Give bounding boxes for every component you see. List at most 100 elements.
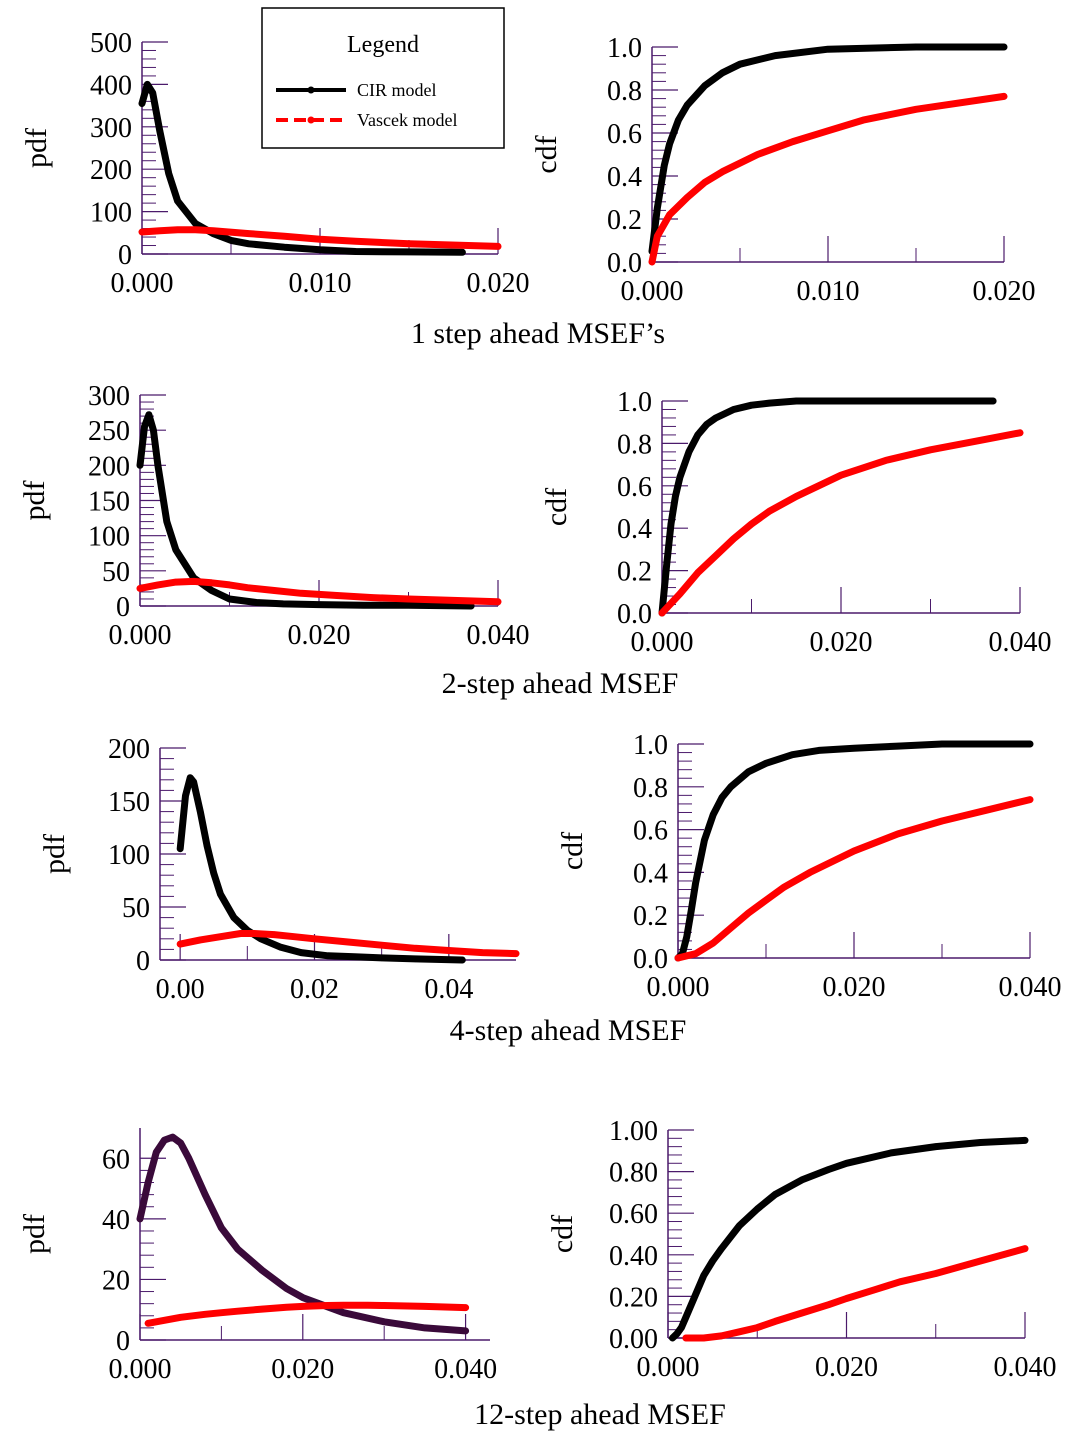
y-tick-label: 0.2 bbox=[617, 557, 652, 588]
data-point-vascek bbox=[938, 817, 946, 825]
data-point-cir bbox=[360, 602, 367, 609]
data-point-vascek bbox=[850, 847, 858, 855]
data-point-vascek bbox=[412, 945, 419, 952]
row-label-2-step: 2-step ahead MSEF bbox=[442, 667, 679, 700]
y-tick-label: 0.2 bbox=[633, 901, 668, 932]
y-tick-label: 50 bbox=[102, 557, 130, 588]
data-point-cir bbox=[718, 1245, 725, 1252]
chart-panel-6: 0.0 0.2 0.4 0.6 0.8 1.0 0.000 0.020 0.040 cdf bbox=[556, 730, 1062, 1003]
data-point-cir bbox=[824, 46, 832, 53]
data-point-cir bbox=[654, 205, 661, 212]
series-line-cir bbox=[669, 1136, 1029, 1342]
data-point-cir bbox=[669, 1334, 676, 1342]
data-point-cir bbox=[177, 1139, 184, 1147]
y-tick-label: 0 bbox=[116, 592, 130, 623]
data-point-cir bbox=[201, 1191, 209, 1198]
y-axis-label: pdf bbox=[18, 481, 51, 521]
data-point-cir bbox=[280, 600, 287, 608]
y-tick-label: 300 bbox=[90, 113, 132, 144]
y-tick-label: 0.8 bbox=[617, 429, 652, 460]
legend-vascek-marker bbox=[307, 116, 315, 124]
data-point-vascek bbox=[1000, 93, 1008, 100]
y-tick-label: 100 bbox=[108, 840, 150, 871]
data-point-cir bbox=[688, 907, 695, 915]
data-point-vascek bbox=[806, 869, 814, 876]
chart-panel-3: 0 50 100 150 200 250 300 0.000 0.020 0.040 pdf bbox=[18, 381, 530, 651]
y-tick-label: 0.6 bbox=[633, 816, 668, 847]
data-point-vascek bbox=[932, 1270, 939, 1277]
x-tick-label: 0.000 bbox=[111, 268, 174, 299]
data-point-cir bbox=[253, 599, 260, 606]
data-point-cir bbox=[459, 956, 466, 964]
data-point-cir bbox=[203, 842, 211, 849]
y-axis-label: cdf bbox=[546, 1215, 579, 1253]
data-point-vascek bbox=[192, 226, 199, 233]
x-tick-label: 0.010 bbox=[797, 276, 860, 307]
data-point-vascek bbox=[177, 1314, 184, 1321]
data-point-vascek bbox=[479, 949, 486, 956]
data-point-vascek bbox=[694, 569, 701, 576]
data-point-cir bbox=[421, 1324, 429, 1332]
data-point-cir bbox=[894, 742, 902, 750]
legend: Legend CIR model Vascek model bbox=[261, 7, 505, 149]
y-tick-label: 0.60 bbox=[609, 1199, 658, 1230]
data-point-cir bbox=[150, 427, 157, 434]
data-point-vascek bbox=[258, 1305, 266, 1313]
data-point-cir bbox=[825, 1166, 832, 1173]
data-point-cir bbox=[837, 397, 845, 405]
data-point-cir bbox=[217, 891, 224, 898]
data-point-cir bbox=[405, 602, 412, 609]
data-point-vascek bbox=[712, 552, 719, 559]
data-point-cir bbox=[185, 1155, 192, 1162]
data-point-cir bbox=[1021, 1137, 1029, 1144]
data-point-cir bbox=[736, 1222, 743, 1229]
series-line-vascek bbox=[682, 1245, 1029, 1342]
data-point-cir bbox=[197, 808, 204, 815]
data-point-vascek bbox=[172, 578, 179, 586]
data-point-cir bbox=[405, 248, 413, 256]
data-point-cir bbox=[685, 448, 693, 456]
data-point-vascek bbox=[190, 578, 197, 585]
y-tick-label: 500 bbox=[90, 28, 132, 59]
x-tick-label: 0.000 bbox=[621, 276, 684, 307]
data-point-cir bbox=[691, 1293, 698, 1300]
data-point-vascek bbox=[745, 909, 752, 917]
x-tick-label: 0.040 bbox=[994, 1352, 1057, 1383]
series-line-vascek bbox=[176, 930, 520, 958]
data-point-vascek bbox=[210, 227, 217, 234]
series-line-vascek bbox=[648, 92, 1008, 266]
x-tick-label: 0.020 bbox=[815, 1352, 878, 1383]
data-point-vascek bbox=[982, 807, 990, 814]
data-point-cir bbox=[145, 411, 153, 418]
row-label-12-step: 12-step ahead MSEF bbox=[474, 1398, 726, 1431]
data-point-cir bbox=[245, 240, 252, 247]
y-tick-label: 1.0 bbox=[607, 33, 642, 64]
data-point-cir bbox=[1000, 43, 1008, 51]
series-line-cir bbox=[658, 397, 997, 617]
y-axis-label: pdf bbox=[18, 1214, 51, 1254]
data-point-vascek bbox=[144, 1320, 152, 1327]
data-point-cir bbox=[141, 423, 148, 430]
x-tick-label: 0.000 bbox=[109, 1354, 172, 1385]
data-point-cir bbox=[161, 1136, 168, 1144]
series-line-cir bbox=[648, 43, 1008, 255]
data-point-vascek bbox=[512, 950, 520, 957]
data-point-vascek bbox=[819, 480, 827, 487]
data-point-vascek bbox=[748, 520, 755, 528]
data-point-cir bbox=[218, 1224, 225, 1232]
data-point-vascek bbox=[700, 1334, 707, 1342]
data-point-vascek bbox=[494, 243, 502, 250]
data-point-vascek bbox=[138, 228, 146, 236]
data-point-vascek bbox=[311, 935, 318, 942]
data-point-vascek bbox=[754, 151, 761, 158]
data-point-cir bbox=[912, 43, 920, 51]
y-tick-label: 0.00 bbox=[609, 1324, 658, 1355]
data-point-cir bbox=[459, 249, 466, 256]
data-point-cir bbox=[283, 1285, 290, 1292]
y-tick-label: 0.4 bbox=[633, 858, 668, 889]
data-point-cir bbox=[700, 1272, 707, 1279]
chart-panel-1: 0 100 200 300 400 500 0.000 0.010 0.020 pdf bbox=[20, 28, 530, 299]
data-point-vascek bbox=[208, 579, 215, 586]
data-point-vascek bbox=[718, 1332, 725, 1340]
